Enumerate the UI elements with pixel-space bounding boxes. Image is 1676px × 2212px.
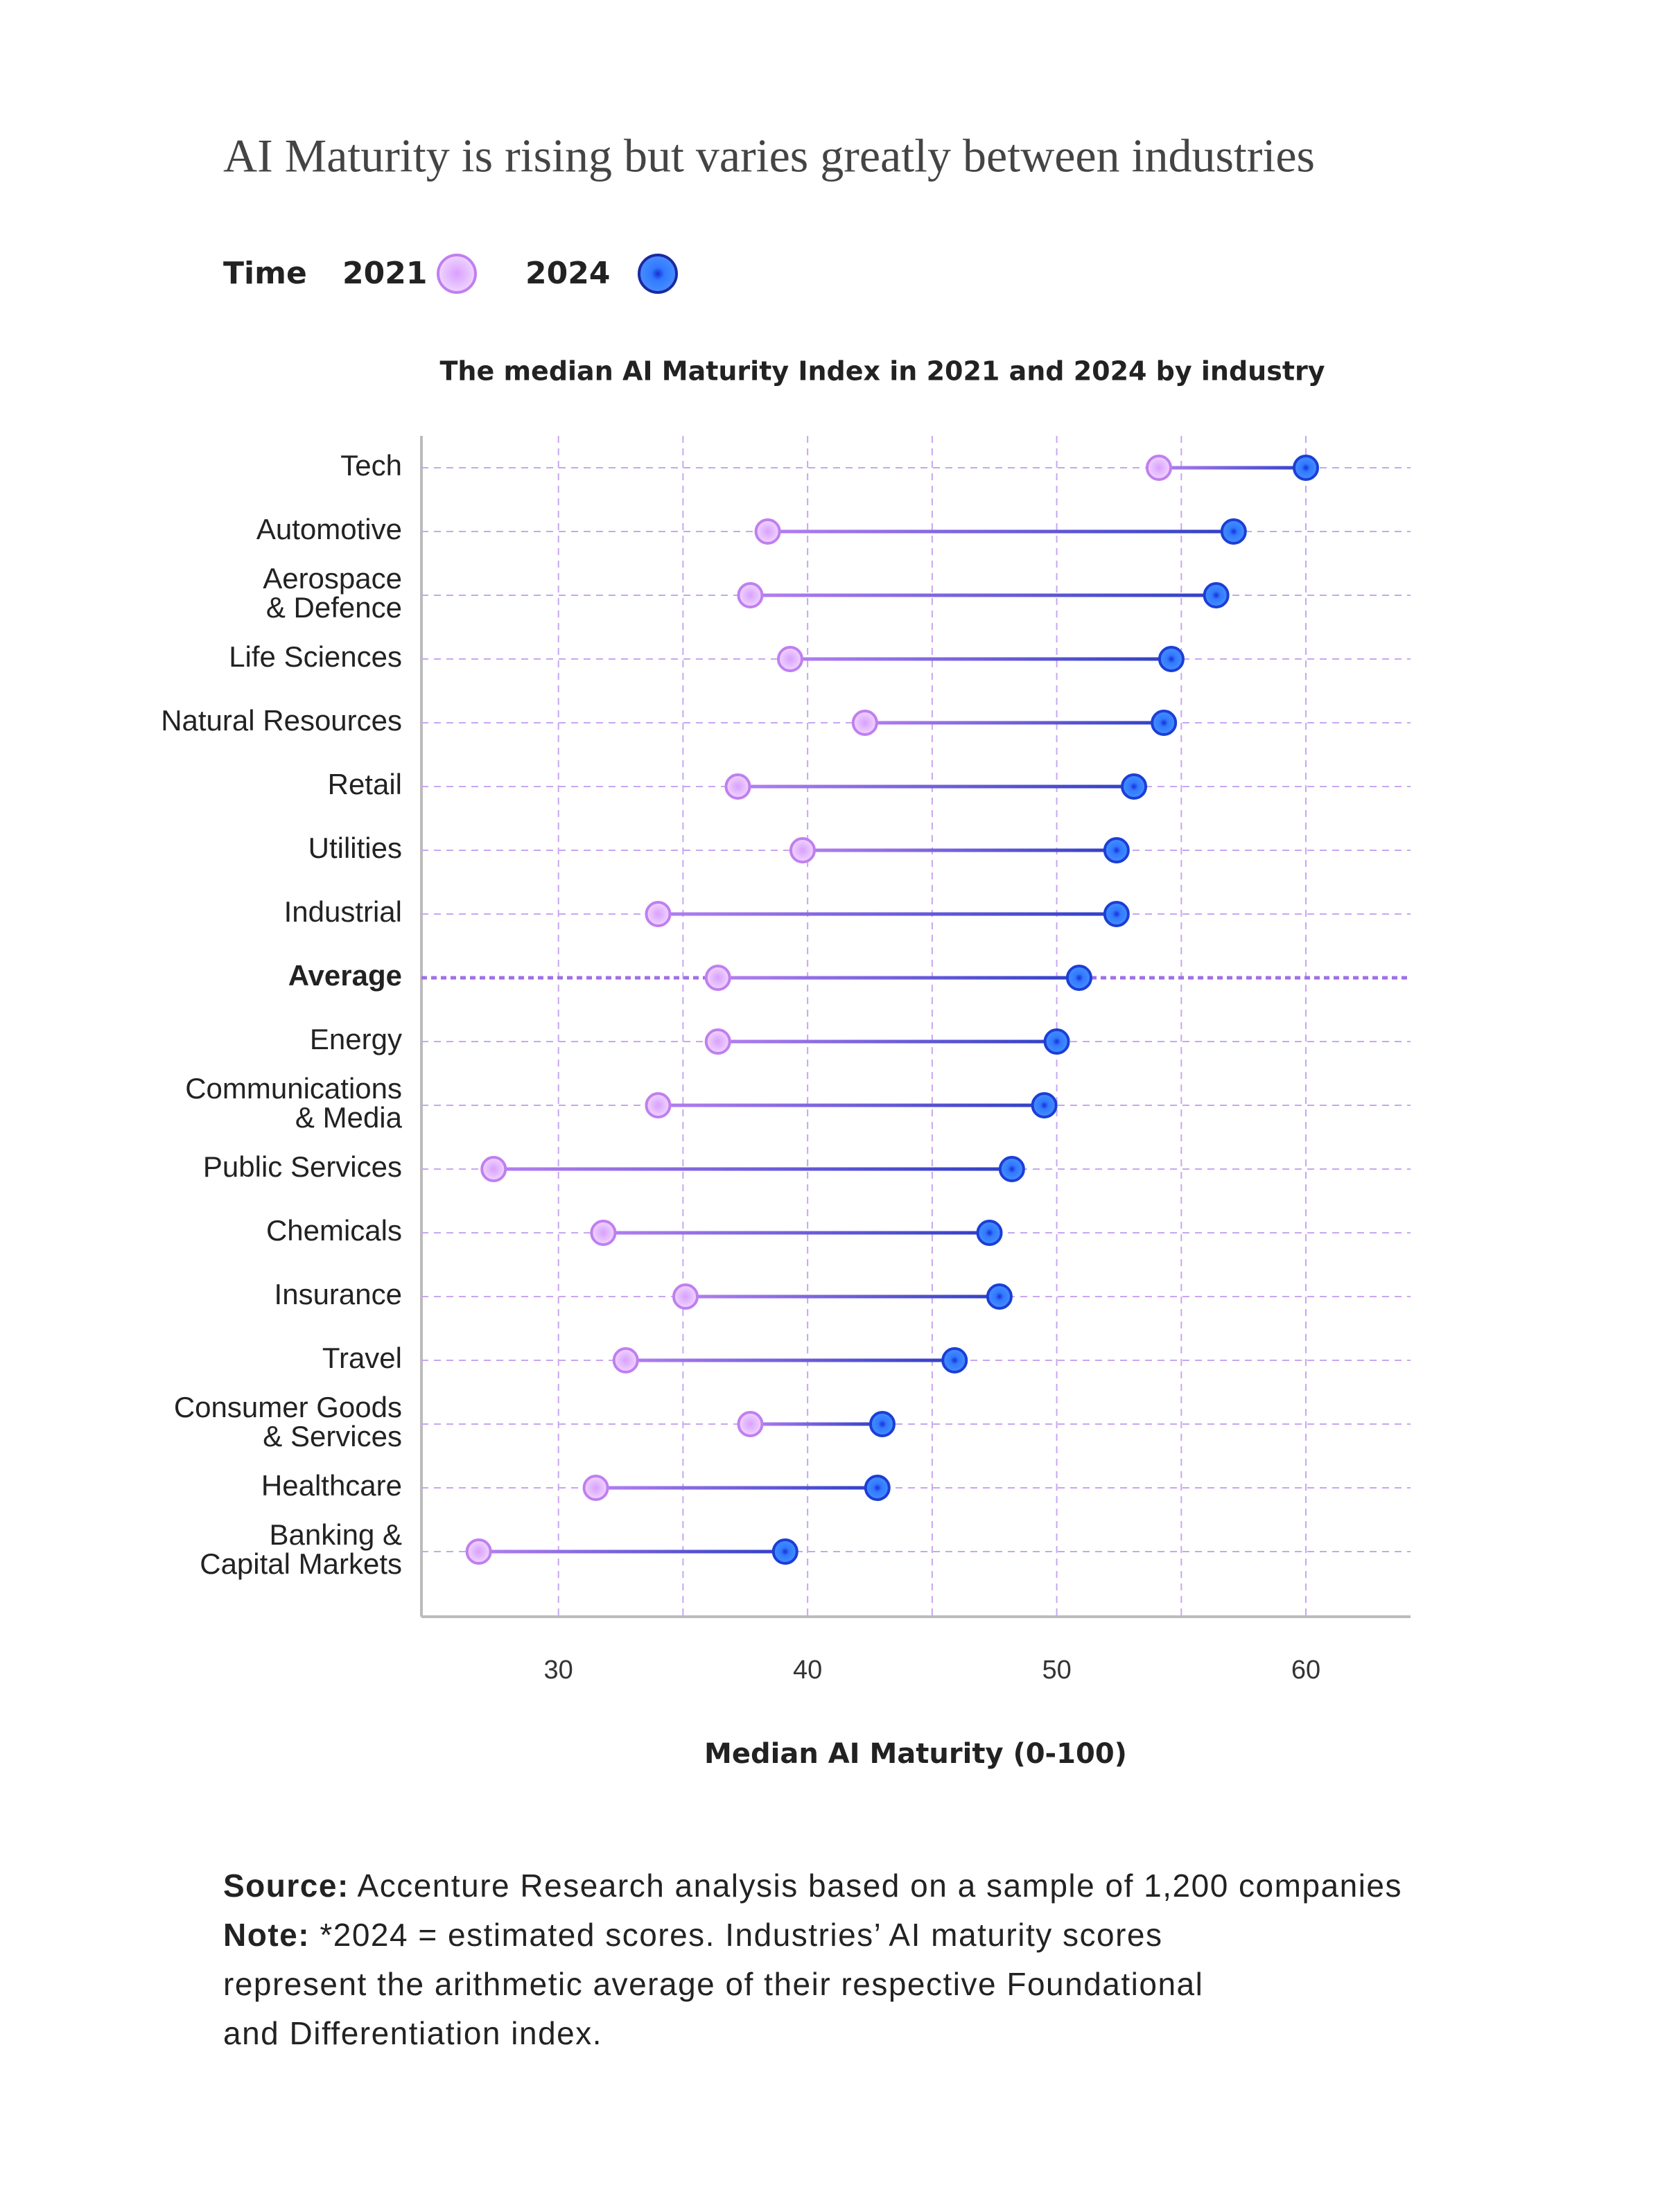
category-label: Consumer Goods & Services (174, 1391, 402, 1452)
note-line: represent the arithmetic average of thei… (223, 1966, 1204, 2002)
dot-2021 (724, 773, 751, 800)
dot-2024 (1031, 1092, 1058, 1118)
dot-2021 (465, 1538, 492, 1565)
note: Note: *2024 = estimated scores. Industri… (223, 1911, 1163, 1960)
dot-2024 (1151, 710, 1178, 736)
category-label: Utilities (308, 832, 402, 864)
category-label: Chemicals (266, 1214, 402, 1247)
category-label: Insurance (274, 1278, 402, 1310)
category-label: Healthcare (261, 1469, 402, 1502)
legend-label: 2024 (525, 256, 610, 291)
dot-2024 (986, 1283, 1013, 1310)
dot-2021 (645, 1092, 672, 1118)
x-tick-label: 50 (1042, 1656, 1071, 1685)
category-label: Life Sciences (229, 640, 402, 673)
dot-2021 (645, 901, 672, 927)
note-label: Note: (223, 1917, 311, 1953)
dot-2024 (1103, 901, 1130, 927)
dot-2021 (754, 518, 781, 545)
category-label: Aerospace & Defence (263, 562, 402, 624)
x-tick-label: 30 (544, 1656, 573, 1685)
legend-marker (638, 254, 678, 294)
x-tick-label: 40 (793, 1656, 822, 1685)
note-line: *2024 = estimated scores. Industries’ AI… (320, 1917, 1163, 1953)
dot-2024 (1158, 646, 1185, 672)
source: Source: Accenture Research analysis base… (223, 1861, 1402, 1911)
dot-2021 (789, 837, 816, 863)
dot-2024 (1203, 582, 1230, 608)
dot-2021 (612, 1347, 639, 1373)
dot-2021 (480, 1156, 507, 1182)
dot-2021 (737, 582, 764, 608)
dot-2024 (1103, 837, 1130, 863)
category-label: Banking & Capital Markets (200, 1518, 402, 1580)
dot-2024 (998, 1156, 1025, 1182)
category-label: Tech (340, 449, 402, 482)
dot-2021 (582, 1475, 609, 1501)
source-text: Accenture Research analysis based on a s… (357, 1868, 1403, 1904)
x-axis-label: Median AI Maturity (0-100) (704, 1738, 1127, 1770)
dot-2024 (1220, 518, 1247, 545)
legend-marker (437, 254, 477, 294)
legend-title: Time (223, 256, 307, 291)
category-label: Automotive (256, 513, 402, 545)
dot-2024 (868, 1411, 896, 1437)
dot-2024 (1121, 773, 1148, 800)
note-line: and Differentiation index. (223, 2015, 603, 2051)
dot-2021 (704, 1028, 731, 1055)
dot-2021 (704, 965, 731, 991)
category-label: Energy (310, 1023, 402, 1055)
category-label: Industrial (284, 895, 402, 928)
category-label: Average (288, 959, 402, 992)
dot-2024 (1293, 455, 1320, 481)
chart-title: AI Maturity is rising but varies greatly… (223, 130, 1315, 182)
category-label: Communications & Media (185, 1072, 402, 1134)
chart: AI Maturity is rising but varies greatly… (161, 130, 1411, 1770)
x-tick-label: 60 (1291, 1656, 1320, 1685)
chart-subtitle: The median AI Maturity Index in 2021 and… (439, 356, 1325, 387)
category-label: Retail (328, 768, 402, 800)
category-label: Travel (322, 1342, 402, 1374)
category-label: Natural Resources (161, 704, 402, 737)
dot-2024 (1065, 965, 1092, 991)
dot-2021 (672, 1283, 699, 1310)
source-label: Source: (223, 1868, 349, 1904)
dot-2021 (1145, 455, 1172, 481)
dot-2021 (776, 646, 803, 672)
category-label: Public Services (203, 1150, 402, 1183)
dot-2024 (864, 1475, 891, 1501)
dot-2021 (851, 710, 878, 736)
dot-2024 (771, 1538, 798, 1565)
legend-label: 2021 (342, 256, 427, 291)
dot-2024 (941, 1347, 968, 1373)
dot-2024 (976, 1220, 1003, 1246)
dot-2021 (590, 1220, 617, 1246)
dot-2021 (737, 1411, 764, 1437)
dot-2024 (1043, 1028, 1070, 1055)
